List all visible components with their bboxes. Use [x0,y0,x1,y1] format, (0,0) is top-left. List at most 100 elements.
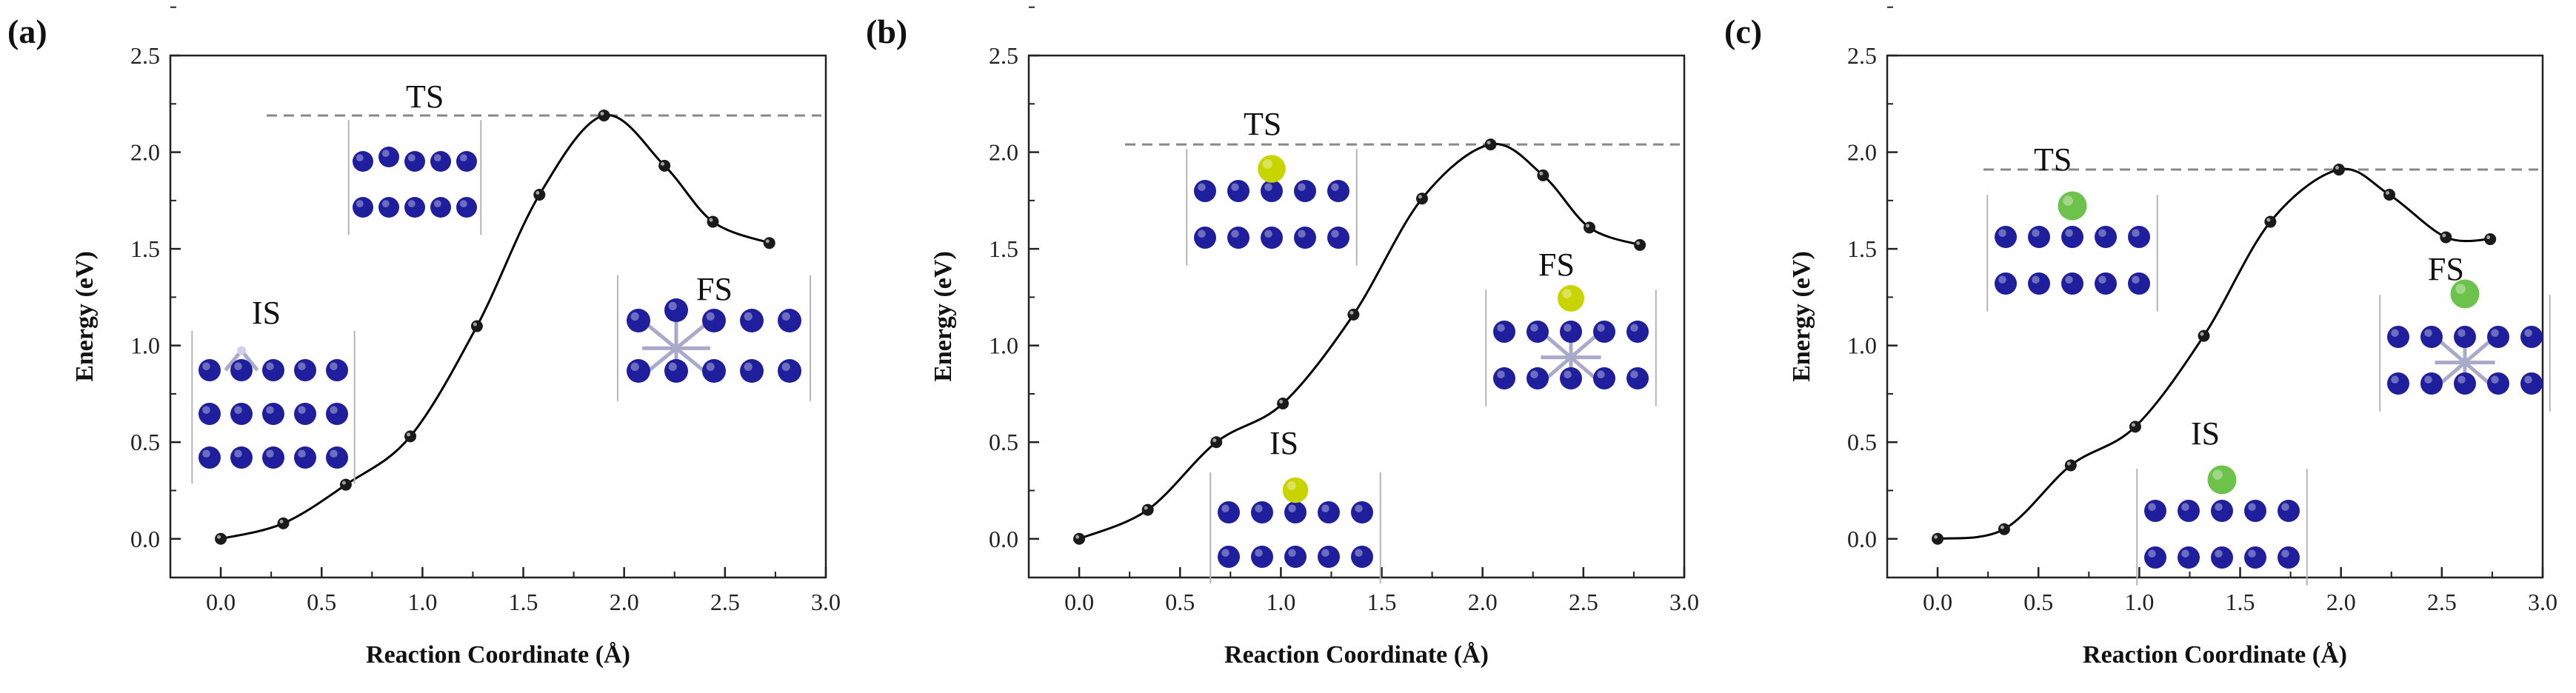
atom [1327,180,1349,202]
atom [2520,326,2543,348]
atom-highlight [381,200,390,207]
data-point [2440,231,2452,244]
atom [1284,546,1307,568]
fs-label: FS [696,271,733,307]
data-point-highlight [600,111,604,116]
atom-highlight [2281,503,2289,511]
atom [1351,501,1373,523]
data-point [533,189,546,201]
atom [2095,226,2117,248]
atom-highlight [2424,329,2432,337]
atom-highlight [2491,375,2499,384]
y-tick-label: 0.5 [1847,429,1877,455]
atom [230,446,253,469]
data-point [763,237,775,250]
atom [1327,227,1349,249]
atom-highlight [2181,549,2189,558]
atom [2420,372,2443,395]
atom-highlight [1262,158,1272,169]
adsorbate-atom [1558,285,1584,312]
x-tick-label: 2.0 [2326,589,2356,615]
atom [1194,180,1216,202]
chart-c-svg: (c) 0.0 0.5 1.0 1.5 2.0 2.5 0.0 0.5 1.0 1.5 2.0 2.5 3… [1724,6,2557,669]
data-point-highlight [1539,171,1544,175]
atom [1351,546,1373,568]
atom [456,151,477,172]
adsorbate-atom [2450,279,2480,309]
data-point-highlight [2486,235,2491,240]
data-point-highlight [1586,224,1590,228]
energy-curve [1078,143,1641,540]
atom-highlight [1288,549,1296,557]
atom-highlight [2281,549,2289,558]
atom [702,309,726,332]
x-tick-label: 1.5 [1367,589,1397,615]
atom [778,309,801,332]
atom-highlight [2063,195,2073,206]
atom-highlight [2215,549,2223,558]
atom-highlight [356,154,364,162]
atom [2278,546,2300,569]
data-point-highlight [1486,141,1491,145]
data-point [1416,192,1428,205]
y-tick-label: 0.0 [130,526,160,552]
atom-highlight [630,362,639,371]
y-tick-label: 2.5 [130,42,160,69]
ts-label: TS [2034,141,2072,178]
data-point-highlight [2386,191,2390,195]
ts-label: TS [1244,106,1281,142]
x-tick-label: 1.5 [509,589,538,615]
data-point-highlight [1212,438,1217,443]
data-point-highlight [1349,310,1354,315]
atom-highlight [381,150,390,158]
atom-highlight [1597,324,1605,332]
atom [664,298,688,322]
ts-structure [1986,191,2158,312]
atom-highlight [630,312,639,321]
atom [326,446,348,469]
atom-highlight [1231,183,1239,191]
adsorbate-atom [2207,465,2237,495]
data-point [1584,221,1596,234]
atom-highlight [2424,375,2432,384]
atom-highlight [433,154,441,162]
data-point-highlight [279,519,284,523]
x-tick-label: 3.0 [2528,589,2557,615]
atom-highlight [407,200,416,207]
atom [262,403,284,425]
atom-highlight [1255,549,1263,557]
atom [2211,500,2233,522]
atom-highlight [2065,229,2073,237]
atom [1526,321,1549,343]
atom [1194,227,1216,249]
vacancy-atom [237,346,246,355]
atom-highlight [298,362,306,370]
atom-highlight [668,301,677,310]
atom [778,359,801,383]
atom-highlight [1298,183,1306,191]
data-point [1932,532,1944,545]
atom [326,403,348,425]
atom [1995,226,2017,248]
atom [740,359,764,383]
atom-highlight [234,449,242,458]
atom [2178,546,2200,569]
data-point [1277,398,1289,409]
panel-letter: (a) [7,13,47,50]
atom-highlight [2132,229,2140,237]
data-point-highlight [217,535,221,539]
atom-highlight [1231,230,1239,238]
atom [2211,546,2233,569]
chart-a-svg: (a) 0.0 0.5 1.0 1.5 2.0 2.5 0.0 0.5 1.0 1.5 2.0 2.5 3… [7,6,841,669]
atom-highlight [1355,549,1363,557]
atom-highlight [706,312,715,321]
atom [404,151,425,172]
atom [2028,226,2050,248]
x-tick-label: 2.0 [1468,589,1498,615]
atom-highlight [1597,370,1605,378]
atom [294,359,316,381]
atom-highlight [2065,275,2073,284]
data-point-highlight [407,432,411,437]
atom-highlight [2098,275,2106,284]
atom-highlight [234,362,242,370]
